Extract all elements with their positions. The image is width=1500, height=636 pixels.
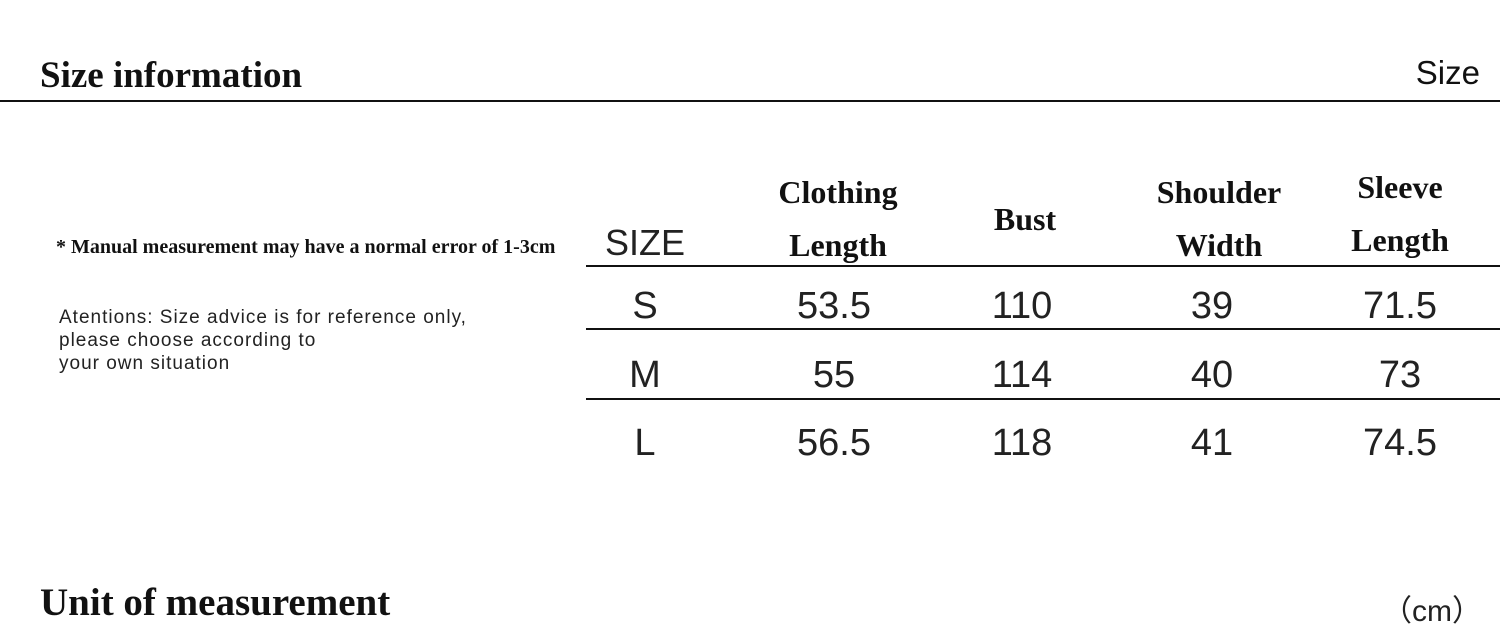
value-cell: 56.5	[797, 422, 871, 464]
value-cell: 110	[991, 285, 1053, 327]
size-cell: L	[634, 422, 656, 464]
table-rule	[586, 398, 1500, 400]
section-label: Size	[1415, 54, 1480, 91]
header-line: Width	[1175, 227, 1263, 263]
attention-line: please choose according to	[59, 330, 317, 351]
value-cell: 118	[991, 422, 1053, 464]
attention-line: your own situation	[59, 353, 231, 374]
unit-title: Unit of measurement	[40, 581, 391, 624]
column-header-bust: Bust	[993, 201, 1057, 237]
unit-label: （cm）	[1382, 595, 1482, 628]
size-cell: M	[629, 354, 661, 396]
column-header-size: SIZE	[604, 222, 685, 263]
value-cell: 71.5	[1363, 285, 1437, 327]
section-title: Size information	[40, 55, 303, 96]
value-cell: 41	[1190, 422, 1234, 464]
column-header-clothing-length: Clothing Length	[738, 166, 938, 272]
column-header-sleeve-length: Sleeve Length	[1300, 161, 1500, 267]
header-line: Length	[1351, 222, 1449, 258]
header-line: Shoulder	[1156, 174, 1282, 210]
table-rule	[586, 328, 1500, 330]
value-cell: 74.5	[1363, 422, 1437, 464]
column-header-shoulder-width: Shoulder Width	[1119, 166, 1319, 272]
header-line: Length	[789, 227, 887, 263]
table-rule	[586, 265, 1500, 267]
attention-line: Atentions: Size advice is for reference …	[59, 307, 467, 328]
attention-note: Atentions: Size advice is for reference …	[59, 306, 467, 375]
measurement-disclaimer: * Manual measurement may have a normal e…	[56, 236, 556, 258]
value-cell: 55	[812, 354, 856, 396]
value-cell: 73	[1378, 354, 1422, 396]
size-cell: S	[632, 285, 658, 327]
divider	[0, 100, 1500, 102]
value-cell: 114	[991, 354, 1053, 396]
header-line: Sleeve	[1357, 169, 1443, 205]
value-cell: 40	[1190, 354, 1234, 396]
value-cell: 39	[1190, 285, 1234, 327]
header-line: Clothing	[778, 174, 898, 210]
value-cell: 53.5	[797, 285, 871, 327]
